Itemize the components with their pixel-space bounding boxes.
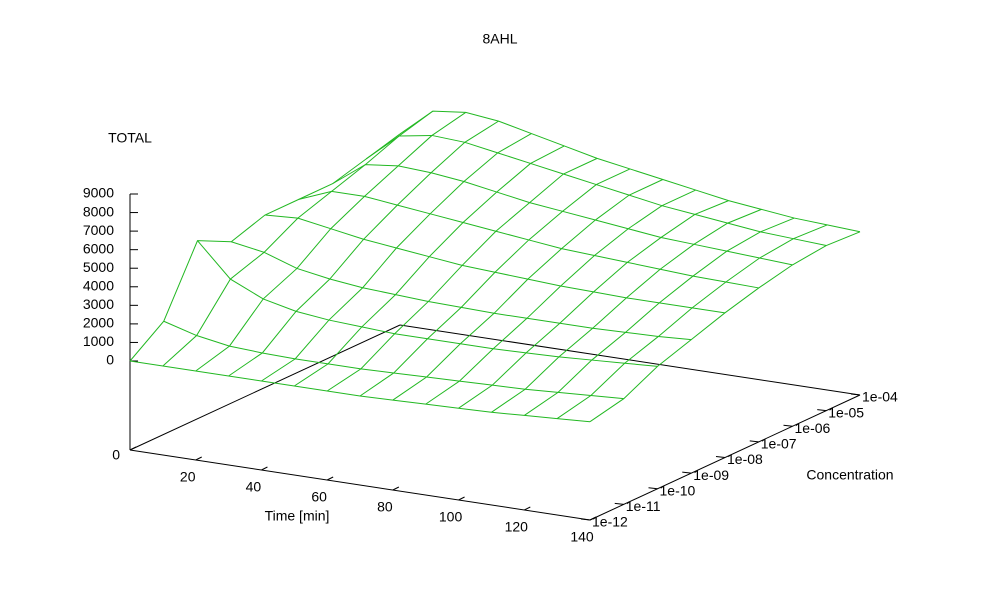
x-tick-label: 120: [505, 519, 529, 535]
surface-column: [425, 189, 696, 405]
chart-title: 8AHL: [482, 31, 517, 47]
z-tick-label: 6000: [83, 240, 114, 256]
x-tick-label: 20: [180, 469, 196, 485]
surface-row: [231, 241, 692, 341]
surface-column: [129, 133, 401, 362]
base-frame: [399, 324, 861, 396]
surface-column: [294, 145, 565, 387]
surface-column: [589, 231, 861, 423]
surface-column: [524, 217, 795, 416]
z-tick-label: 3000: [83, 296, 114, 312]
y-tick-label: 1e-12: [592, 514, 628, 530]
y-tick-label: 1e-04: [862, 389, 898, 405]
surface-column: [326, 157, 598, 392]
y-axis-label: Concentration: [806, 467, 893, 483]
surface-column: [359, 168, 631, 397]
y-tick: [817, 409, 827, 412]
x-tick: [261, 466, 268, 471]
z-axis-label: TOTAL: [108, 130, 152, 146]
x-tick: [458, 496, 465, 501]
x-tick: [589, 516, 597, 521]
x-tick-label: 40: [246, 479, 262, 495]
surface-row: [264, 214, 726, 314]
surface-row: [163, 320, 624, 400]
surface-column: [195, 111, 466, 372]
surface-row: [399, 110, 861, 233]
z-tick-label: 5000: [83, 259, 114, 275]
y-tick-label: 1e-08: [727, 451, 763, 467]
surface-column: [261, 133, 532, 382]
x-tick-label: 60: [311, 489, 327, 505]
z-tick-label: 2000: [83, 315, 114, 331]
y-tick: [648, 487, 658, 490]
x-tick-label: 100: [439, 509, 463, 525]
y-tick: [580, 518, 591, 521]
x-tick: [195, 456, 202, 461]
z-tick-label: 4000: [83, 277, 114, 293]
y-tick-label: 1e-05: [828, 404, 864, 420]
surface-row: [129, 360, 591, 423]
y-tick: [682, 471, 692, 474]
y-tick-label: 1e-06: [795, 420, 831, 436]
y-tick: [749, 440, 759, 443]
y-tick: [783, 424, 793, 427]
z-tick-label: 7000: [83, 222, 114, 238]
surface-column: [491, 208, 762, 413]
x-tick: [524, 506, 531, 511]
x-tick-label: 80: [377, 499, 393, 515]
y-tick-label: 1e-11: [626, 498, 661, 514]
x-tick: [392, 486, 400, 491]
base-frame: [129, 449, 591, 521]
base-frame: [129, 324, 401, 451]
x-tick: [129, 446, 137, 451]
y-tick-label: 1e-07: [761, 436, 797, 452]
x-axis-label: Time [min]: [265, 508, 330, 524]
x-tick: [326, 476, 334, 481]
z-tick-label: 9000: [83, 185, 114, 201]
surface-column: [228, 120, 499, 377]
surface-column: [162, 110, 434, 367]
z-tick-label: 0: [106, 352, 114, 368]
x-tick-label: 0: [112, 447, 120, 463]
y-tick: [850, 393, 861, 396]
y-tick: [715, 456, 726, 458]
y-tick: [614, 502, 624, 505]
surface-column: [556, 224, 828, 419]
y-tick-label: 1e-10: [660, 482, 696, 498]
x-tick-label: 140: [570, 529, 594, 545]
y-tick-label: 1e-09: [693, 467, 729, 483]
z-tick-label: 1000: [83, 333, 114, 349]
z-tick-label: 8000: [83, 203, 114, 219]
surface-column: [458, 200, 729, 409]
surface-column: [392, 179, 664, 401]
surface-row: [365, 134, 827, 247]
